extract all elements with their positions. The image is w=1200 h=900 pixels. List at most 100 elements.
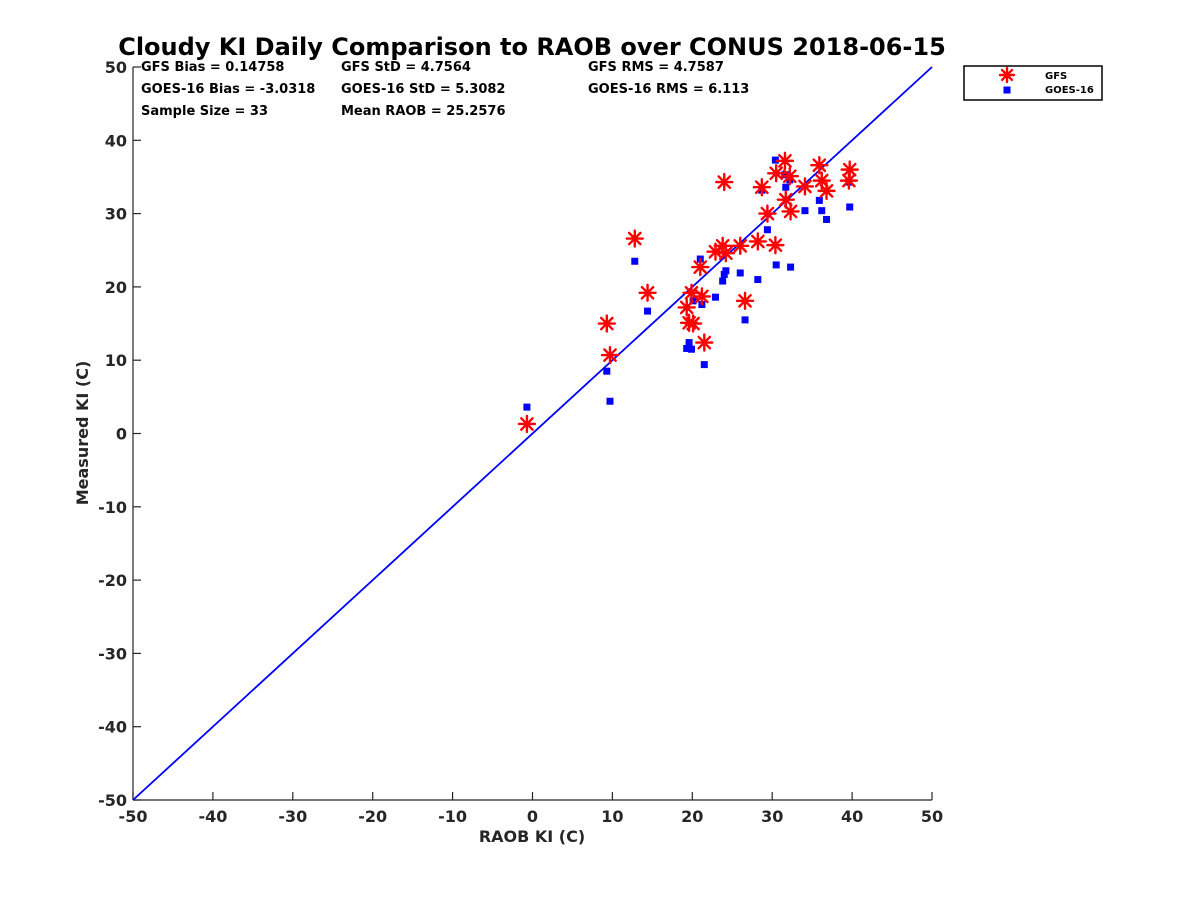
gfs-point [840, 160, 859, 179]
x-tick-label: 10 [601, 807, 623, 826]
legend-gfs-marker [998, 66, 1016, 84]
goes16-point [606, 397, 614, 405]
goes16-point [772, 261, 780, 269]
gfs-point [731, 236, 750, 256]
one-to-one-line [132, 66, 933, 801]
gfs-point [692, 287, 712, 306]
stats-block: GFS Bias = 0.14758 GFS StD = 4.7564 GFS … [141, 60, 749, 119]
gfs-point [780, 167, 799, 186]
legend-gfs-symbol [998, 66, 1016, 84]
gfs-point [810, 156, 829, 175]
gfs-point [748, 232, 768, 251]
gfs-point [716, 243, 736, 263]
x-tick-label: -30 [278, 807, 307, 826]
goes16-point [644, 307, 652, 315]
gfs-point [677, 298, 696, 317]
goes16-point [631, 257, 639, 265]
goes16-std-text: GOES-16 StD = 5.3082 [341, 82, 505, 97]
legend-goes16-marker [1003, 86, 1011, 94]
legend: GFS GOES-16 [963, 65, 1103, 101]
goes16-point [801, 207, 809, 215]
x-axis-label: RAOB KI (C) [479, 827, 585, 846]
y-tick-label: 20 [105, 278, 127, 297]
x-tick-label: -10 [438, 807, 467, 826]
gfs-point [517, 414, 537, 434]
gfs-point [781, 202, 800, 221]
gfs-rms-text: GFS RMS = 4.7587 [588, 60, 724, 75]
goes16-point [781, 171, 789, 179]
y-tick-label: -10 [98, 498, 127, 517]
sample-size-text: Sample Size = 33 [141, 104, 268, 119]
goes16-point [754, 276, 762, 284]
y-tick-label: 30 [105, 205, 127, 224]
goes16-point [815, 196, 823, 204]
gfs-point [817, 181, 836, 201]
gfs-bias-text: GFS Bias = 0.14758 [141, 60, 284, 75]
goes16-point [711, 293, 719, 301]
goes16-point [700, 361, 708, 369]
gfs-point [600, 345, 620, 365]
goes16-point [720, 270, 728, 278]
one-to-one-line-path [132, 66, 933, 801]
goes16-point [683, 344, 691, 352]
gfs-point [839, 171, 859, 190]
y-tick-label: 50 [105, 58, 127, 77]
legend-goes16-symbol [1003, 86, 1011, 94]
plot-axes: -50 -40 -30 -20 -10 0 10 20 30 40 50 -50 -40 -30 -20 -1… [98, 58, 943, 826]
y-tick-label: 0 [116, 425, 127, 444]
legend-goes16-label: GOES-16 [1045, 85, 1094, 96]
gfs-point [638, 283, 657, 302]
goes16-point [523, 403, 531, 411]
chart-title: Cloudy KI Daily Comparison to RAOB over … [118, 33, 946, 61]
goes16-point [818, 207, 826, 215]
goes16-bias-text: GOES-16 Bias = -3.0318 [141, 82, 315, 97]
gfs-point [752, 178, 772, 197]
legend-box [963, 65, 1103, 101]
y-tick-label: 10 [105, 351, 127, 370]
x-tick-label: -50 [119, 807, 148, 826]
y-tick-label: -30 [98, 644, 127, 663]
x-tick-label: 50 [921, 807, 943, 826]
goes16-point [719, 277, 727, 285]
y-tick-label: -40 [98, 718, 127, 737]
gfs-point [775, 151, 795, 171]
y-tick-label: -20 [98, 571, 127, 590]
data-markers [517, 151, 859, 434]
gfs-point [695, 333, 714, 352]
gfs-point [735, 291, 755, 311]
y-tick-label: -50 [98, 791, 127, 810]
gfs-std-text: GFS StD = 4.7564 [341, 60, 471, 75]
goes16-point [763, 226, 771, 234]
x-tick-label: 40 [841, 807, 863, 826]
goes16-point [685, 339, 693, 347]
goes16-point [782, 183, 790, 191]
goes16-point [846, 203, 854, 211]
goes16-point [787, 263, 795, 271]
gfs-point [758, 204, 777, 223]
gfs-point [795, 177, 815, 196]
gfs-point [683, 314, 703, 333]
gfs-point [625, 229, 644, 248]
mean-raob-text: Mean RAOB = 25.2576 [341, 104, 506, 119]
goes16-point [741, 316, 749, 324]
gfs-point [597, 314, 617, 333]
goes16-point [688, 345, 696, 353]
goes16-point [823, 215, 831, 223]
x-tick-label: -40 [198, 807, 227, 826]
legend-gfs-label: GFS [1045, 71, 1067, 82]
x-tick-label: 0 [527, 807, 538, 826]
y-tick-label: 40 [105, 131, 127, 150]
gfs-point [766, 235, 785, 255]
goes16-point [722, 267, 730, 275]
gfs-point [715, 172, 734, 192]
goes16-point [771, 156, 779, 164]
goes16-point [736, 269, 744, 277]
goes16-point [603, 367, 611, 375]
gfs-point [766, 164, 786, 183]
x-tick-label: 30 [761, 807, 783, 826]
x-tick-label: -20 [358, 807, 387, 826]
gfs-point [691, 257, 710, 277]
y-axis-label: Measured KI (C) [73, 361, 92, 506]
